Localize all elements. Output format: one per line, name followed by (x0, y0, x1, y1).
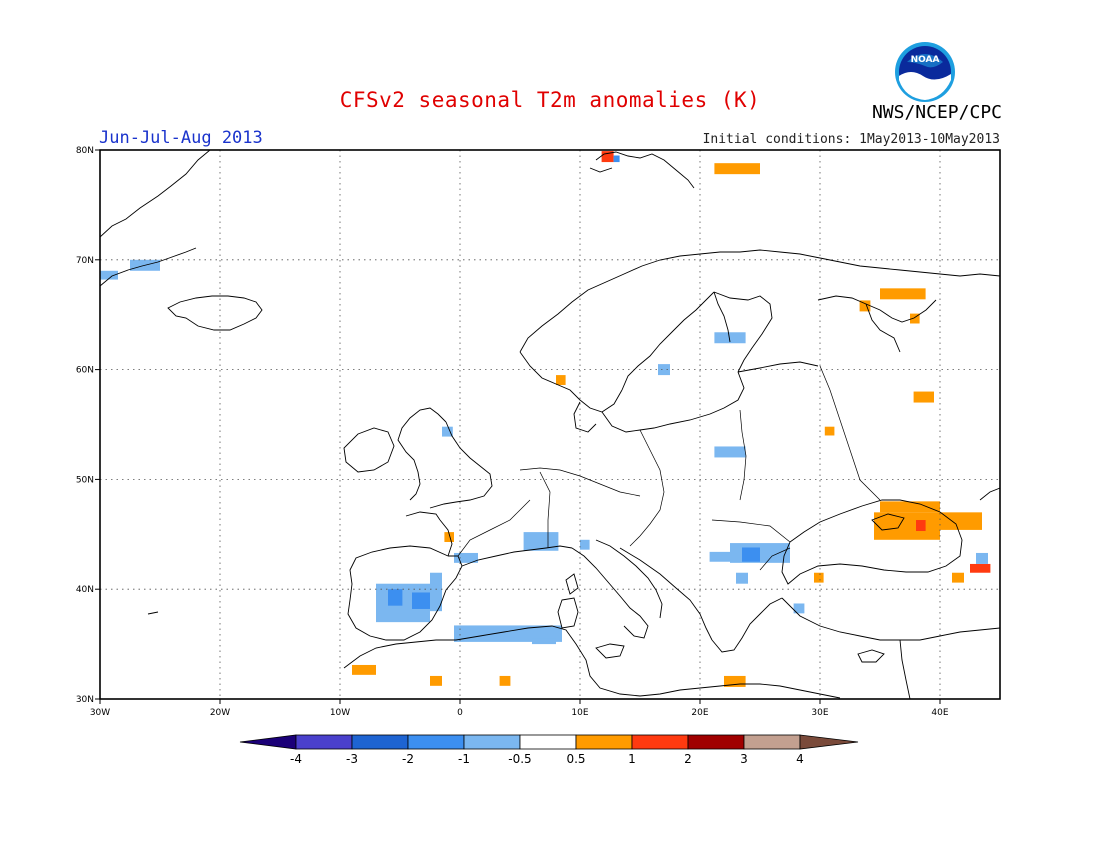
lon-tick-label: 40E (931, 708, 948, 718)
colorbar-segment (575, 734, 633, 750)
anomaly-cell (388, 589, 403, 606)
anomaly-cell (916, 520, 926, 532)
anomaly-cell (709, 551, 742, 562)
anomaly-cell (910, 313, 920, 324)
anomaly-cell (556, 375, 566, 385)
anomaly-cell (940, 512, 982, 530)
anomaly-cell (724, 675, 746, 687)
anomaly-cell (880, 501, 940, 513)
anomaly-cell (714, 446, 746, 458)
logo-gull (907, 54, 943, 68)
lat-tick-label: 30N (76, 695, 94, 705)
anomaly-cell (952, 572, 964, 583)
colorbar-label: -1 (458, 752, 470, 766)
colorbar-label: 2 (684, 752, 692, 766)
colorbar-label: -4 (290, 752, 302, 766)
map-frame (99, 149, 1001, 700)
lat-tick-label: 40N (76, 585, 94, 595)
lon-tick-label: 10E (571, 708, 588, 718)
logo-text: NOAA (911, 55, 940, 65)
colorbar-segment (631, 734, 689, 750)
anomaly-cell (454, 552, 478, 563)
lon-tick-label: 20W (210, 708, 230, 718)
colorbar-label: -0.5 (508, 752, 531, 766)
anomaly-cell (444, 532, 454, 542)
lon-tick-label: 20E (691, 708, 708, 718)
anomaly-cell (430, 572, 442, 612)
anomaly-cell (658, 364, 670, 376)
agency-label: NWS/NCEP/CPC (871, 102, 1002, 123)
anomaly-cell (824, 426, 835, 436)
lat-tick-label: 70N (76, 256, 94, 266)
logo-wave (899, 72, 951, 100)
anomaly-cell (454, 625, 562, 642)
anomaly-cell (412, 592, 430, 609)
colorbar-segment (295, 734, 353, 750)
lon-tick-label: 30E (811, 708, 828, 718)
axis-tick-labels: 80N 70N 60N 50N 40N 30N 30W 20W 10W 0 10E 20E 30E 40E (76, 146, 949, 718)
anomaly-cell (814, 572, 824, 583)
anomaly-cell (742, 547, 760, 562)
anomaly-cell (100, 270, 118, 280)
anomaly-cell (613, 155, 620, 163)
lat-tick-label: 80N (76, 146, 94, 156)
colorbar-label: 3 (740, 752, 748, 766)
colorbar-label: -3 (346, 752, 358, 766)
anomaly-cell (714, 163, 760, 175)
lon-tick-label: 10W (330, 708, 350, 718)
anomaly-cell (880, 288, 926, 300)
noaa-logo: NOAA (895, 42, 955, 102)
colorbar-label: 0.5 (566, 752, 585, 766)
anomaly-cell (736, 572, 748, 584)
anomaly-cell (913, 391, 934, 403)
map-title: CFSv2 seasonal T2m anomalies (K) (339, 88, 761, 112)
anomaly-cell (970, 563, 991, 573)
anomaly-cell (714, 332, 746, 344)
initial-conditions: Initial conditions: 1May2013-10May2013 (702, 132, 1000, 147)
anomaly-cell (793, 603, 805, 614)
colorbar-segment (463, 734, 521, 750)
colorbar-arrow-left (239, 734, 297, 750)
anomaly-cell (859, 300, 871, 312)
map-gridlines (95, 149, 1000, 704)
lat-tick-label: 50N (76, 475, 94, 485)
lat-tick-label: 60N (76, 366, 94, 376)
colorbar-segment (519, 734, 577, 750)
lon-tick-label: 0 (457, 708, 463, 718)
anomaly-cell (976, 552, 988, 564)
anomaly-cell (442, 426, 453, 437)
anomaly-cells (100, 151, 991, 687)
coastlines (100, 150, 1000, 699)
colorbar-label: 4 (796, 752, 804, 766)
anomaly-cell (523, 532, 559, 551)
anomaly-cell (499, 675, 511, 686)
anomaly-cell (874, 512, 940, 540)
colorbar-label: 1 (628, 752, 636, 766)
colorbar-segment (407, 734, 465, 750)
lon-tick-label: 30W (90, 708, 110, 718)
colorbar-segment (687, 734, 745, 750)
colorbar-arrow-right (799, 734, 859, 750)
anomaly-cell (352, 664, 376, 675)
anomaly-cell (601, 151, 614, 163)
colorbar-segment (351, 734, 409, 750)
colorbar-segment (743, 734, 801, 750)
forecast-period: Jun-Jul-Aug 2013 (99, 128, 263, 148)
anomaly-cell (532, 638, 556, 645)
anomaly-cell (430, 675, 442, 686)
colorbar-label: -2 (402, 752, 414, 766)
anomaly-cell (580, 539, 590, 550)
